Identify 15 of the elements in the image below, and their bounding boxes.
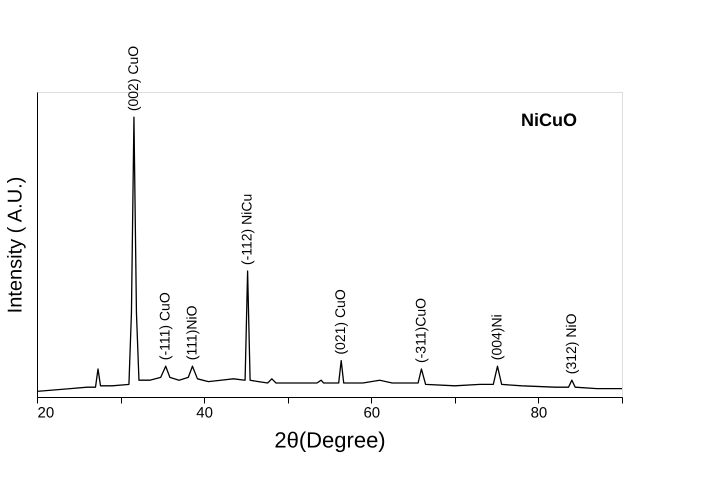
y-axis-title: Intensity ( A.U.)	[4, 176, 26, 314]
x-tick-label: 40	[196, 404, 213, 422]
annotation: (312) NiO	[562, 313, 579, 374]
x-tick-label: 60	[363, 404, 380, 422]
x-tick-label: 80	[530, 404, 548, 422]
annotation: (-311)CuO	[412, 298, 428, 364]
x-tick-label: 20	[38, 404, 54, 422]
annotation: (021) CuO	[332, 289, 348, 355]
annotation: NiCuO	[521, 110, 577, 130]
annotation: (111)NiO	[183, 305, 200, 360]
annotation: (-112) NiCu	[238, 194, 255, 266]
annotation: (004)Ni	[488, 314, 504, 360]
annotation: (002) CuO	[124, 46, 141, 112]
annotation: (-111) CuO	[156, 292, 173, 360]
x-axis-title: 2θ(Degree)	[274, 428, 386, 452]
